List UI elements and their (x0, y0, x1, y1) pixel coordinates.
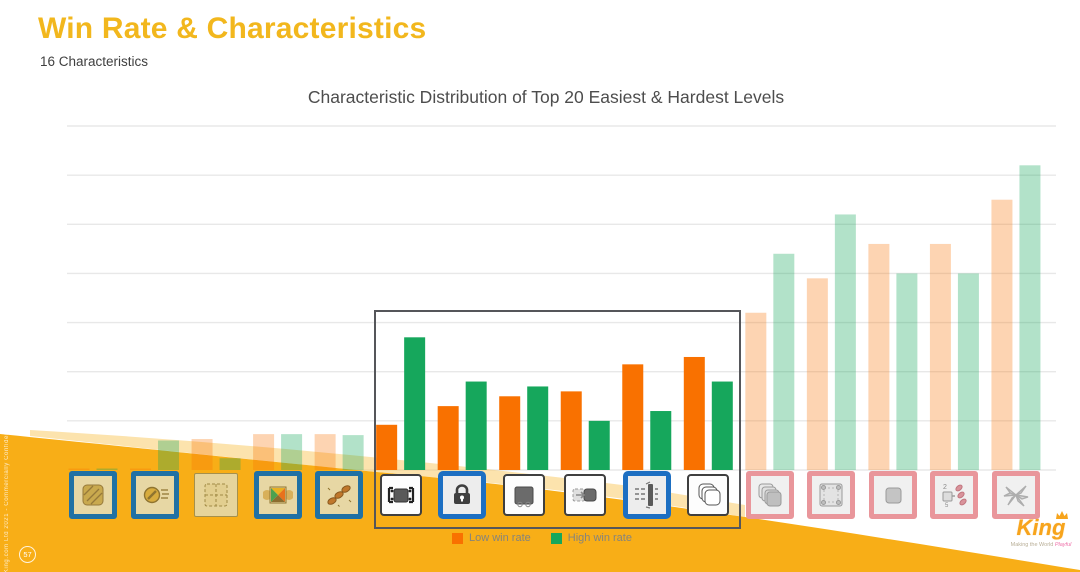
numbered-spawner-glyph: 25 (942, 484, 968, 509)
caged-block-glyph (387, 486, 414, 504)
characteristic-icon-stacked-tiles (687, 474, 730, 516)
dispenser-gate-glyph (634, 481, 660, 509)
characteristic-icon-critters (315, 471, 364, 519)
bar-low-grid-overlay (191, 439, 213, 470)
bar-low-locked-block (437, 406, 459, 470)
layered-tiles-glyph (758, 483, 782, 507)
characteristic-icon-plain-block (868, 471, 917, 519)
bar-high-incoming-block (588, 420, 610, 470)
page-number: 57 (23, 550, 32, 559)
svg-text:2: 2 (943, 484, 947, 491)
wooden-block-glyph (82, 484, 104, 506)
characteristic-icon-caged-block (379, 474, 422, 516)
background-wave-light (30, 430, 745, 517)
svg-text:5: 5 (945, 503, 949, 509)
bar-high-spinning-bonbon (158, 440, 180, 470)
bar-high-numbered-spawner (957, 273, 979, 470)
bar-low-wooden-block (68, 468, 90, 470)
page-number-badge: 57 (19, 546, 36, 563)
page-subtitle: 16 Characteristics (40, 54, 149, 69)
bar-high-layered-tiles (773, 253, 795, 470)
characteristic-icon-spinning-bonbon (130, 471, 179, 519)
bar-low-plain-block (868, 243, 890, 470)
bar-low-critters (314, 434, 336, 470)
plain-block-glyph (885, 487, 902, 504)
incoming-block-glyph (572, 488, 597, 502)
bar-high-bolted-plate (834, 214, 856, 470)
legend-item-low: Low win rate (452, 532, 531, 544)
copyright-text: King.com Ltd 2021 - Commercially Confide… (3, 420, 10, 572)
bar-low-dispenser-gate (622, 364, 644, 470)
bar-high-shattered-ice (1019, 165, 1041, 471)
characteristic-icon-locked-block (438, 471, 487, 519)
grid-overlay-glyph (204, 483, 228, 507)
bar-high-caged-block (404, 337, 426, 470)
characteristic-icon-shattered-ice (991, 471, 1040, 519)
copyright-strip: King.com Ltd 2021 - Commercially Confide… (0, 421, 13, 572)
chart-legend: Low win rate High win rate (452, 532, 632, 544)
bar-high-critters (342, 435, 364, 470)
characteristic-icon-wooden-block (69, 471, 117, 519)
bar-low-bolted-plate (806, 278, 828, 470)
bar-low-pinwheel-mixer (253, 434, 275, 470)
bar-high-pinwheel-mixer (281, 434, 303, 470)
bar-high-stacked-tiles (711, 381, 733, 470)
highlight-box (374, 310, 741, 529)
crown-icon (1056, 511, 1069, 519)
locked-block-glyph (454, 484, 471, 504)
characteristic-icon-incoming-block (564, 474, 607, 516)
characteristic-icon-bolted-plate (807, 471, 856, 519)
page-title: Win Rate & Characteristics (38, 12, 427, 45)
bar-low-spinning-bonbon (130, 468, 152, 470)
characteristic-icon-layered-tiles (745, 471, 794, 519)
spinning-bonbon-glyph (143, 486, 169, 504)
pinwheel-mixer-glyph (262, 486, 293, 504)
king-tagline: Making the World Playful (1010, 542, 1072, 548)
bar-low-numbered-spawner (929, 243, 951, 470)
bar-low-incoming-block (560, 391, 582, 470)
chart-title: Characteristic Distribution of Top 20 Ea… (307, 87, 785, 107)
characteristic-icon-jelly-blob (502, 474, 545, 516)
bolted-plate-glyph (819, 483, 843, 507)
low-win-rate-swatch (452, 532, 463, 544)
high-win-rate-swatch (550, 532, 562, 544)
bar-high-grid-overlay (219, 458, 241, 470)
bar-high-jelly-blob (527, 386, 549, 470)
king-logo: King Making the World Playful (998, 511, 1080, 548)
bar-high-dispenser-gate (650, 411, 672, 470)
bar-low-shattered-ice (991, 199, 1013, 470)
bar-low-layered-tiles (745, 312, 767, 470)
shattered-ice-glyph (1003, 485, 1029, 507)
characteristic-icon-pinwheel-mixer (253, 471, 302, 519)
characteristic-icon-grid-overlay (194, 473, 239, 517)
bar-low-caged-block (376, 424, 398, 470)
critters-glyph (327, 485, 352, 507)
bar-high-plain-block (896, 273, 918, 470)
stacked-tiles-glyph (698, 483, 721, 506)
bar-high-locked-block (465, 381, 487, 470)
bar-low-jelly-blob (499, 396, 521, 470)
legend-high-label: High win rate (567, 532, 632, 544)
legend-item-high: High win rate (550, 532, 632, 544)
legend-low-label: Low win rate (469, 532, 531, 544)
jelly-blob-glyph (514, 486, 534, 508)
characteristic-icon-dispenser-gate (622, 471, 671, 519)
bar-high-wooden-block (96, 468, 118, 470)
bar-low-stacked-tiles (683, 356, 705, 470)
king-logo-wordmark: King (1017, 511, 1069, 539)
